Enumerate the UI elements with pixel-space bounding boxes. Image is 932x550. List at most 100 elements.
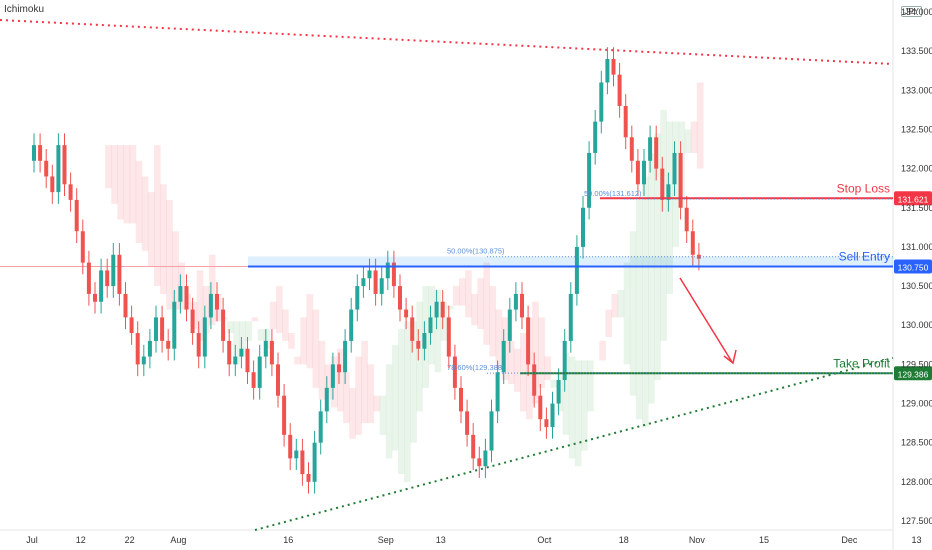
level-price-label: 130.750 bbox=[898, 263, 929, 273]
currency-badge[interactable]: JPY bbox=[901, 6, 922, 17]
cloud-segment bbox=[391, 344, 399, 451]
cloud-segment bbox=[123, 145, 131, 224]
candle-body bbox=[507, 309, 512, 341]
candle-body bbox=[660, 168, 665, 200]
candle-body bbox=[56, 145, 61, 193]
price-tick-label: 129.000 bbox=[901, 399, 932, 409]
indicator-label[interactable]: Ichimoku bbox=[4, 4, 45, 15]
cloud-segment bbox=[660, 109, 667, 341]
candle-body bbox=[434, 301, 439, 318]
candle-body bbox=[440, 301, 445, 318]
price-tick-label: 127.500 bbox=[901, 516, 932, 526]
cloud-segment bbox=[648, 152, 655, 404]
price-tick-label: 130.500 bbox=[901, 281, 932, 291]
price-tick-label: 129.500 bbox=[901, 359, 932, 369]
candle-body bbox=[349, 309, 354, 341]
cloud-segment bbox=[208, 254, 216, 326]
time-tick-label: 15 bbox=[759, 535, 769, 545]
candle-body bbox=[184, 286, 189, 310]
cloud-segment bbox=[690, 121, 698, 153]
trade-levels: Stop Loss 131.621 Sell Entry 130.750 Take Pr… bbox=[248, 181, 932, 381]
candle-body bbox=[672, 152, 677, 185]
cloud-segment bbox=[379, 395, 387, 435]
candle-body bbox=[44, 160, 49, 177]
cloud-segment bbox=[196, 270, 204, 341]
candle-body bbox=[68, 184, 73, 200]
candle-body bbox=[532, 364, 537, 396]
candle-body bbox=[324, 387, 329, 412]
candle-body bbox=[446, 317, 451, 357]
level-price-tag bbox=[894, 191, 932, 206]
candle-body bbox=[215, 293, 219, 310]
projection-arrow-head bbox=[723, 349, 737, 365]
candle-body bbox=[587, 152, 592, 208]
level-price-label: 131.621 bbox=[898, 194, 929, 204]
level-price-label: 129.386 bbox=[898, 369, 929, 379]
candle-body bbox=[74, 199, 79, 232]
cloud-segment bbox=[263, 329, 271, 349]
candle-body bbox=[617, 74, 622, 106]
candle-body bbox=[80, 231, 85, 263]
candle-body bbox=[141, 356, 146, 365]
candle-body bbox=[93, 293, 97, 302]
candle-body bbox=[367, 270, 372, 279]
cloud-segment bbox=[111, 145, 118, 204]
price-tick-label: 131.500 bbox=[901, 203, 932, 213]
level-name: Sell Entry bbox=[839, 250, 890, 264]
entry-zone bbox=[248, 256, 893, 267]
cloud-segment bbox=[587, 360, 594, 412]
cloud-segment bbox=[349, 387, 356, 439]
cloud-segment bbox=[337, 348, 344, 412]
candle-body bbox=[282, 395, 287, 435]
cloud-segment bbox=[605, 309, 612, 337]
projection-arrow bbox=[679, 277, 733, 363]
price-axis: 134.000 133.500 133.000 132.500 132.000 131.5… bbox=[901, 7, 932, 526]
candle-body bbox=[154, 317, 158, 341]
candle-body bbox=[404, 309, 409, 318]
candle-body bbox=[178, 286, 183, 302]
candle-body bbox=[166, 340, 171, 349]
cloud-segment bbox=[568, 356, 576, 459]
candle-body bbox=[562, 340, 567, 381]
candle-body bbox=[172, 301, 177, 349]
candle-body bbox=[276, 364, 280, 396]
fib-label: 78.60%(129.388) bbox=[447, 363, 505, 372]
candle-body bbox=[86, 262, 91, 294]
candle-body bbox=[288, 434, 293, 459]
cloud-segment bbox=[611, 293, 619, 318]
candle-body bbox=[422, 333, 427, 349]
candle-body bbox=[654, 137, 659, 169]
time-tick-label: Sep bbox=[378, 535, 394, 545]
candle-body bbox=[355, 286, 360, 310]
candle-body bbox=[269, 340, 274, 365]
cloud-segment bbox=[367, 364, 375, 424]
candle-body bbox=[251, 372, 256, 388]
candle-body bbox=[318, 411, 323, 443]
candle-body bbox=[611, 58, 616, 75]
cloud-segment bbox=[324, 364, 332, 400]
candle-body bbox=[684, 207, 689, 232]
fib-label: 50.00%(131.612) bbox=[584, 189, 642, 198]
cloud-segment bbox=[166, 199, 173, 310]
time-tick-label: 12 bbox=[76, 535, 86, 545]
candle-body bbox=[233, 356, 238, 365]
price-tick-label: 133.500 bbox=[901, 46, 932, 56]
price-tick-label: 130.000 bbox=[901, 320, 932, 330]
cloud-segment bbox=[452, 286, 460, 306]
cloud-segment bbox=[520, 333, 527, 412]
candle-body bbox=[465, 411, 470, 435]
candle-body bbox=[391, 262, 396, 287]
cloud-segment bbox=[544, 356, 551, 381]
cloud-segment bbox=[288, 333, 295, 349]
candle-body bbox=[208, 293, 213, 318]
fib-label: 50.00%(130.875) bbox=[447, 247, 505, 256]
cloud-segment bbox=[642, 176, 649, 428]
cloud-segment bbox=[550, 380, 558, 388]
level-name: Take Profit bbox=[833, 356, 890, 370]
cloud-segment bbox=[141, 176, 149, 251]
candle-body bbox=[135, 333, 140, 365]
price-tick-label: 132.000 bbox=[901, 164, 932, 174]
candle-body bbox=[202, 317, 207, 357]
candle-body bbox=[337, 364, 341, 373]
